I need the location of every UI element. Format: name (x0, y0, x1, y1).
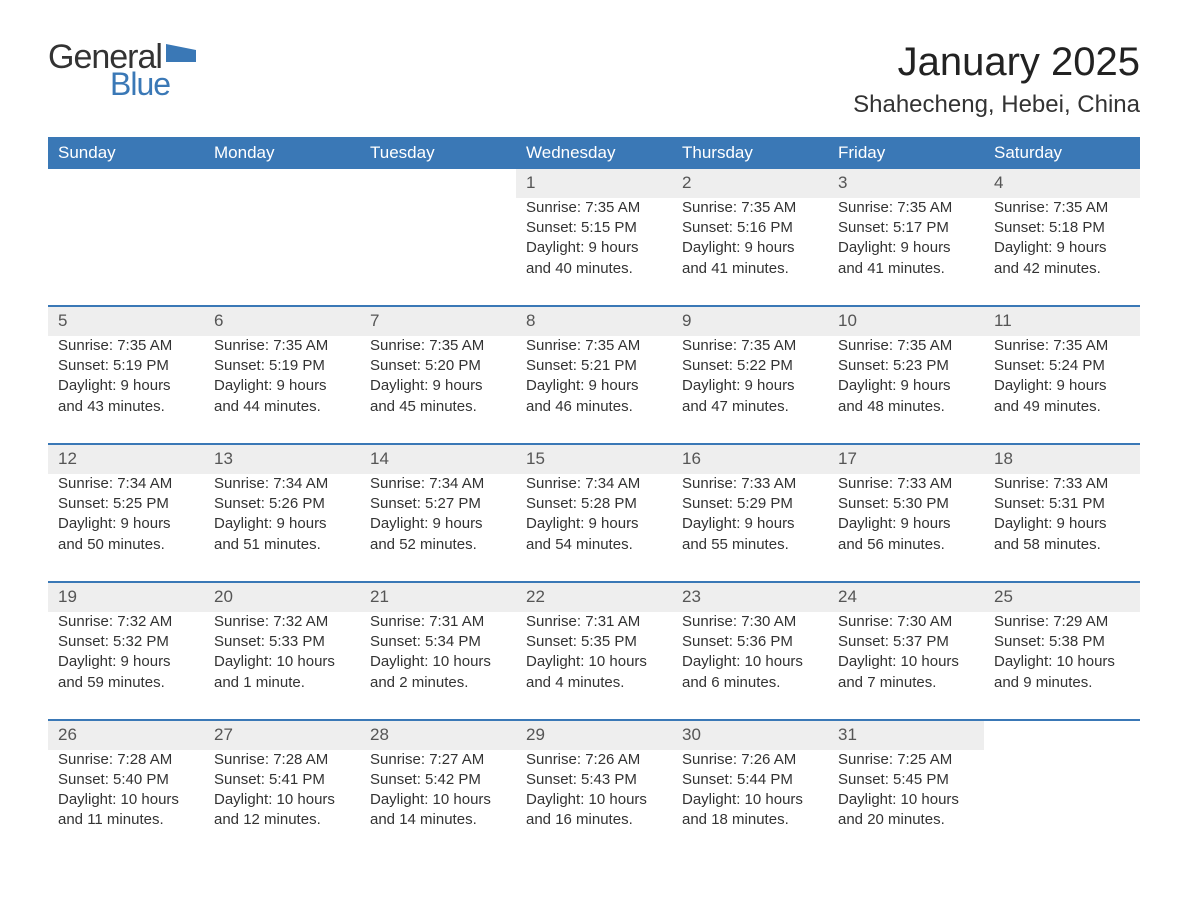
day-number: 13 (204, 444, 360, 474)
day-info: Sunrise: 7:31 AM Sunset: 5:34 PM Dayligh… (360, 612, 516, 720)
day-info: Sunrise: 7:35 AM Sunset: 5:22 PM Dayligh… (672, 336, 828, 444)
day-info-row: Sunrise: 7:35 AM Sunset: 5:19 PM Dayligh… (48, 336, 1140, 444)
day-info: Sunrise: 7:34 AM Sunset: 5:28 PM Dayligh… (516, 474, 672, 582)
day-number-row: 19202122232425 (48, 582, 1140, 612)
day-info: Sunrise: 7:35 AM Sunset: 5:15 PM Dayligh… (516, 198, 672, 306)
day-number: 19 (48, 582, 204, 612)
day-number: 3 (828, 169, 984, 198)
day-number: 9 (672, 306, 828, 336)
day-header: Friday (828, 137, 984, 169)
day-info: Sunrise: 7:35 AM Sunset: 5:19 PM Dayligh… (204, 336, 360, 444)
day-header: Thursday (672, 137, 828, 169)
day-info: Sunrise: 7:35 AM Sunset: 5:23 PM Dayligh… (828, 336, 984, 444)
day-info (360, 198, 516, 306)
day-number: 25 (984, 582, 1140, 612)
day-info: Sunrise: 7:26 AM Sunset: 5:44 PM Dayligh… (672, 750, 828, 857)
day-number-row: 12131415161718 (48, 444, 1140, 474)
day-number: 20 (204, 582, 360, 612)
day-number: 21 (360, 582, 516, 612)
day-info: Sunrise: 7:34 AM Sunset: 5:27 PM Dayligh… (360, 474, 516, 582)
day-header: Sunday (48, 137, 204, 169)
day-info: Sunrise: 7:35 AM Sunset: 5:19 PM Dayligh… (48, 336, 204, 444)
day-number: 6 (204, 306, 360, 336)
day-info: Sunrise: 7:35 AM Sunset: 5:17 PM Dayligh… (828, 198, 984, 306)
day-info: Sunrise: 7:33 AM Sunset: 5:30 PM Dayligh… (828, 474, 984, 582)
day-number: 28 (360, 720, 516, 750)
day-info-row: Sunrise: 7:28 AM Sunset: 5:40 PM Dayligh… (48, 750, 1140, 857)
day-header: Tuesday (360, 137, 516, 169)
day-number: 22 (516, 582, 672, 612)
logo: General Blue (48, 40, 196, 100)
day-number-row: 567891011 (48, 306, 1140, 336)
day-number: 12 (48, 444, 204, 474)
header: General Blue January 2025 Shahecheng, He… (48, 40, 1140, 119)
day-number-row: 262728293031 (48, 720, 1140, 750)
title-block: January 2025 Shahecheng, Hebei, China (853, 40, 1140, 119)
day-number: 2 (672, 169, 828, 198)
day-number: 8 (516, 306, 672, 336)
day-info: Sunrise: 7:35 AM Sunset: 5:24 PM Dayligh… (984, 336, 1140, 444)
day-info: Sunrise: 7:30 AM Sunset: 5:36 PM Dayligh… (672, 612, 828, 720)
logo-text-blue: Blue (110, 68, 196, 100)
day-number: 15 (516, 444, 672, 474)
day-info: Sunrise: 7:35 AM Sunset: 5:18 PM Dayligh… (984, 198, 1140, 306)
day-header: Saturday (984, 137, 1140, 169)
day-info: Sunrise: 7:27 AM Sunset: 5:42 PM Dayligh… (360, 750, 516, 857)
day-info: Sunrise: 7:30 AM Sunset: 5:37 PM Dayligh… (828, 612, 984, 720)
day-info: Sunrise: 7:29 AM Sunset: 5:38 PM Dayligh… (984, 612, 1140, 720)
day-number: 29 (516, 720, 672, 750)
day-number: 27 (204, 720, 360, 750)
calendar-table: Sunday Monday Tuesday Wednesday Thursday… (48, 137, 1140, 857)
day-number: 24 (828, 582, 984, 612)
day-number: 26 (48, 720, 204, 750)
day-number: 11 (984, 306, 1140, 336)
logo-flag-icon (166, 44, 196, 68)
day-info: Sunrise: 7:28 AM Sunset: 5:41 PM Dayligh… (204, 750, 360, 857)
day-info-row: Sunrise: 7:34 AM Sunset: 5:25 PM Dayligh… (48, 474, 1140, 582)
day-info: Sunrise: 7:35 AM Sunset: 5:16 PM Dayligh… (672, 198, 828, 306)
day-info: Sunrise: 7:34 AM Sunset: 5:25 PM Dayligh… (48, 474, 204, 582)
day-info (204, 198, 360, 306)
day-number: 1 (516, 169, 672, 198)
day-info: Sunrise: 7:33 AM Sunset: 5:29 PM Dayligh… (672, 474, 828, 582)
day-number: 5 (48, 306, 204, 336)
day-header-row: Sunday Monday Tuesday Wednesday Thursday… (48, 137, 1140, 169)
day-number: 31 (828, 720, 984, 750)
day-number (48, 169, 204, 198)
day-info: Sunrise: 7:32 AM Sunset: 5:33 PM Dayligh… (204, 612, 360, 720)
day-header: Wednesday (516, 137, 672, 169)
day-info: Sunrise: 7:28 AM Sunset: 5:40 PM Dayligh… (48, 750, 204, 857)
day-number-row: 1234 (48, 169, 1140, 198)
day-number (360, 169, 516, 198)
day-number: 10 (828, 306, 984, 336)
day-info: Sunrise: 7:34 AM Sunset: 5:26 PM Dayligh… (204, 474, 360, 582)
month-title: January 2025 (853, 40, 1140, 85)
day-number: 4 (984, 169, 1140, 198)
day-number: 18 (984, 444, 1140, 474)
day-info (984, 750, 1140, 857)
day-info (48, 198, 204, 306)
day-number: 30 (672, 720, 828, 750)
day-info: Sunrise: 7:25 AM Sunset: 5:45 PM Dayligh… (828, 750, 984, 857)
day-number (984, 720, 1140, 750)
day-info: Sunrise: 7:31 AM Sunset: 5:35 PM Dayligh… (516, 612, 672, 720)
day-info: Sunrise: 7:33 AM Sunset: 5:31 PM Dayligh… (984, 474, 1140, 582)
day-number (204, 169, 360, 198)
location: Shahecheng, Hebei, China (853, 91, 1140, 119)
day-number: 17 (828, 444, 984, 474)
day-number: 23 (672, 582, 828, 612)
day-header: Monday (204, 137, 360, 169)
day-number: 7 (360, 306, 516, 336)
day-info: Sunrise: 7:35 AM Sunset: 5:20 PM Dayligh… (360, 336, 516, 444)
day-number: 14 (360, 444, 516, 474)
day-info: Sunrise: 7:35 AM Sunset: 5:21 PM Dayligh… (516, 336, 672, 444)
day-info-row: Sunrise: 7:35 AM Sunset: 5:15 PM Dayligh… (48, 198, 1140, 306)
day-info-row: Sunrise: 7:32 AM Sunset: 5:32 PM Dayligh… (48, 612, 1140, 720)
day-info: Sunrise: 7:26 AM Sunset: 5:43 PM Dayligh… (516, 750, 672, 857)
day-number: 16 (672, 444, 828, 474)
day-info: Sunrise: 7:32 AM Sunset: 5:32 PM Dayligh… (48, 612, 204, 720)
